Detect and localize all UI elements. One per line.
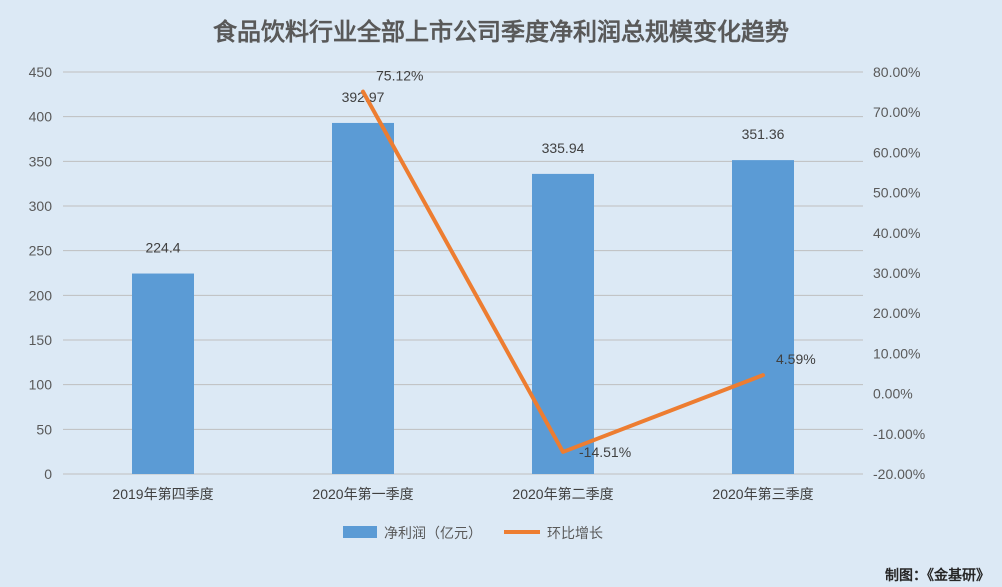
- line-value-label: 4.59%: [776, 351, 816, 367]
- right-tick-label: 60.00%: [873, 144, 920, 160]
- category-label: 2020年第三季度: [712, 486, 813, 502]
- bar-value-label: 224.4: [145, 240, 180, 256]
- category-label: 2019年第四季度: [112, 486, 213, 502]
- right-tick-label: -10.00%: [873, 426, 925, 442]
- category-label: 2020年第一季度: [312, 486, 413, 502]
- source-credit: 制图：《金基研》: [885, 567, 990, 583]
- right-tick-label: 50.00%: [873, 185, 920, 201]
- left-tick-label: 450: [29, 64, 53, 80]
- growth-line: [361, 89, 765, 454]
- line-series: 75.12% -14.51% 4.59%: [361, 68, 816, 460]
- chart-title: 食品饮料行业全部上市公司季度净利润总规模变化趋势: [213, 17, 789, 46]
- bar: [532, 173, 594, 474]
- gridlines: [63, 71, 863, 475]
- left-tick-label: 400: [29, 109, 53, 125]
- bar-value-label: 335.94: [542, 140, 585, 156]
- right-tick-label: 80.00%: [873, 64, 920, 80]
- left-axis-ticks: 0 50 100 150 200 250 300 350 400 450: [29, 64, 53, 482]
- line-value-label: -14.51%: [579, 444, 631, 460]
- right-tick-label: 70.00%: [873, 104, 920, 120]
- right-tick-label: 30.00%: [873, 265, 920, 281]
- line-value-label: 75.12%: [376, 68, 423, 84]
- legend-swatch-bar: [343, 526, 377, 538]
- left-tick-label: 200: [29, 287, 53, 303]
- bar-value-label: 351.36: [742, 126, 785, 142]
- left-tick-label: 350: [29, 153, 53, 169]
- left-tick-label: 50: [36, 421, 52, 437]
- right-tick-label: 10.00%: [873, 345, 920, 361]
- bar-series: 224.4 392.97 335.94 351.36: [132, 89, 794, 474]
- bar: [132, 273, 194, 474]
- legend-label-line: 环比增长: [547, 525, 603, 541]
- legend: 净利润（亿元） 环比增长: [343, 525, 603, 541]
- left-tick-label: 100: [29, 377, 53, 393]
- right-tick-label: 20.00%: [873, 305, 920, 321]
- bar-value-label: 392.97: [342, 89, 385, 105]
- left-tick-label: 0: [44, 466, 52, 482]
- bar: [332, 122, 394, 474]
- left-tick-label: 300: [29, 198, 53, 214]
- left-tick-label: 150: [29, 332, 53, 348]
- category-labels: 2019年第四季度 2020年第一季度 2020年第二季度 2020年第三季度: [112, 486, 813, 502]
- left-tick-label: 250: [29, 243, 53, 259]
- right-tick-label: 40.00%: [873, 225, 920, 241]
- right-tick-label: 0.00%: [873, 386, 913, 402]
- right-axis-ticks: -20.00% -10.00% 0.00% 10.00% 20.00% 30.00% 40.…: [873, 64, 925, 482]
- category-label: 2020年第二季度: [512, 486, 613, 502]
- legend-label-bar: 净利润（亿元）: [384, 525, 482, 541]
- right-tick-label: -20.00%: [873, 466, 925, 482]
- bar: [732, 160, 794, 474]
